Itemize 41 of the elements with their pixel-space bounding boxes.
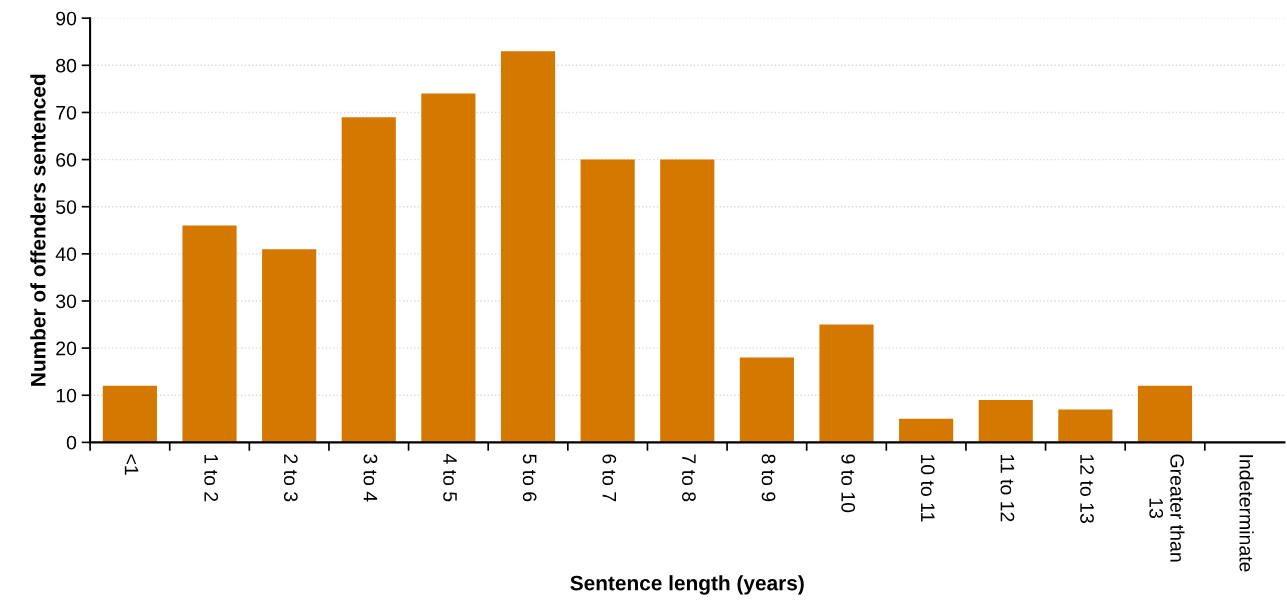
bar	[182, 225, 237, 443]
y-tick-label: 40	[55, 247, 77, 262]
x-tick-label: 4 to 5	[443, 453, 457, 502]
y-tick-label: 90	[56, 11, 77, 26]
y-tick-label: 0	[66, 435, 77, 450]
y-tick-label: 50	[56, 200, 77, 214]
x-tick-label: 5 to 6	[522, 454, 537, 502]
bar	[978, 399, 1033, 443]
bar	[1137, 385, 1193, 443]
x-tick-label: 1 to 2	[204, 454, 219, 502]
x-axis-title: Sentence length (years)	[570, 575, 804, 595]
bar	[580, 159, 635, 443]
y-tick-label: 70	[56, 105, 77, 120]
bar	[739, 357, 794, 443]
bar	[500, 51, 556, 443]
x-tick-label: <1	[124, 454, 139, 475]
bar	[660, 159, 715, 443]
y-tick-label: 80	[56, 58, 77, 73]
x-tick-label: Greater than 13	[1149, 454, 1185, 562]
x-tick-label: Indeterminate	[1239, 455, 1254, 572]
x-tick-label: 6 to 7	[602, 454, 617, 502]
x-tick-label: 3 to 4	[363, 454, 378, 502]
bar	[1058, 409, 1113, 443]
y-tick-label: 10	[56, 388, 77, 403]
bar	[262, 249, 317, 443]
x-tick-label: 10 to 11	[920, 454, 935, 522]
y-tick-label: 60	[56, 153, 77, 167]
bar	[421, 93, 476, 443]
y-axis-title: Number of offenders sentenced	[30, 74, 46, 386]
x-tick-label: 12 to 13	[1080, 454, 1094, 523]
x-tick-label: 9 to 10	[841, 454, 856, 513]
bar	[102, 385, 157, 443]
x-tick-label: 2 to 3	[283, 454, 298, 502]
x-tick-label: 11 to 12	[1000, 454, 1015, 522]
bar	[899, 418, 954, 443]
x-tick-label: 8 to 9	[761, 454, 776, 502]
y-tick-label: 30	[56, 294, 77, 309]
bar	[341, 117, 396, 443]
y-tick-label: 20	[56, 341, 77, 356]
x-tick-label: 7 to 8	[682, 454, 696, 502]
bar	[819, 324, 874, 443]
